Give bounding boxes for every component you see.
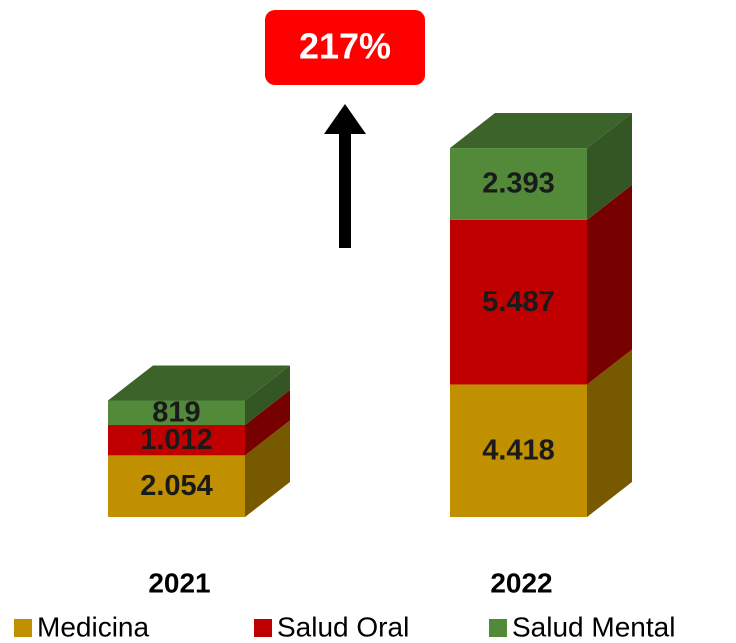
- bar-top: [108, 365, 290, 401]
- x-tick-label: 2022: [490, 567, 552, 598]
- x-tick-label: 2021: [148, 567, 210, 598]
- data-label: 819: [152, 396, 200, 428]
- bar-segment: [450, 148, 587, 220]
- legend-swatch: [14, 619, 32, 637]
- arrow-head: [324, 104, 366, 134]
- bar-segment-side: [245, 365, 290, 426]
- legend-label: Medicina: [37, 611, 149, 642]
- legend-label: Salud Oral: [277, 611, 409, 642]
- data-label: 5.487: [482, 286, 555, 318]
- annotation: 217%: [299, 26, 391, 67]
- bar-segment-side: [587, 349, 632, 517]
- bar-segment-side: [587, 184, 632, 385]
- bar-segment: [450, 384, 587, 517]
- bar-segment: [108, 425, 245, 456]
- data-label: 4.418: [482, 434, 555, 466]
- data-label: 2.393: [482, 168, 555, 200]
- bar-segment: [108, 400, 245, 426]
- bar-segment: [108, 455, 245, 517]
- bar-segment-side: [245, 420, 290, 517]
- bar-segment-side: [587, 113, 632, 220]
- legend-swatch: [489, 619, 507, 637]
- bar-top: [450, 113, 632, 149]
- legend-swatch: [254, 619, 272, 637]
- data-label: 1.012: [140, 424, 213, 456]
- annotation-box: [265, 10, 425, 85]
- bar-segment: [450, 219, 587, 385]
- data-label: 2.054: [140, 470, 213, 502]
- bar-segment-side: [245, 390, 290, 456]
- legend-label: Salud Mental: [512, 611, 675, 642]
